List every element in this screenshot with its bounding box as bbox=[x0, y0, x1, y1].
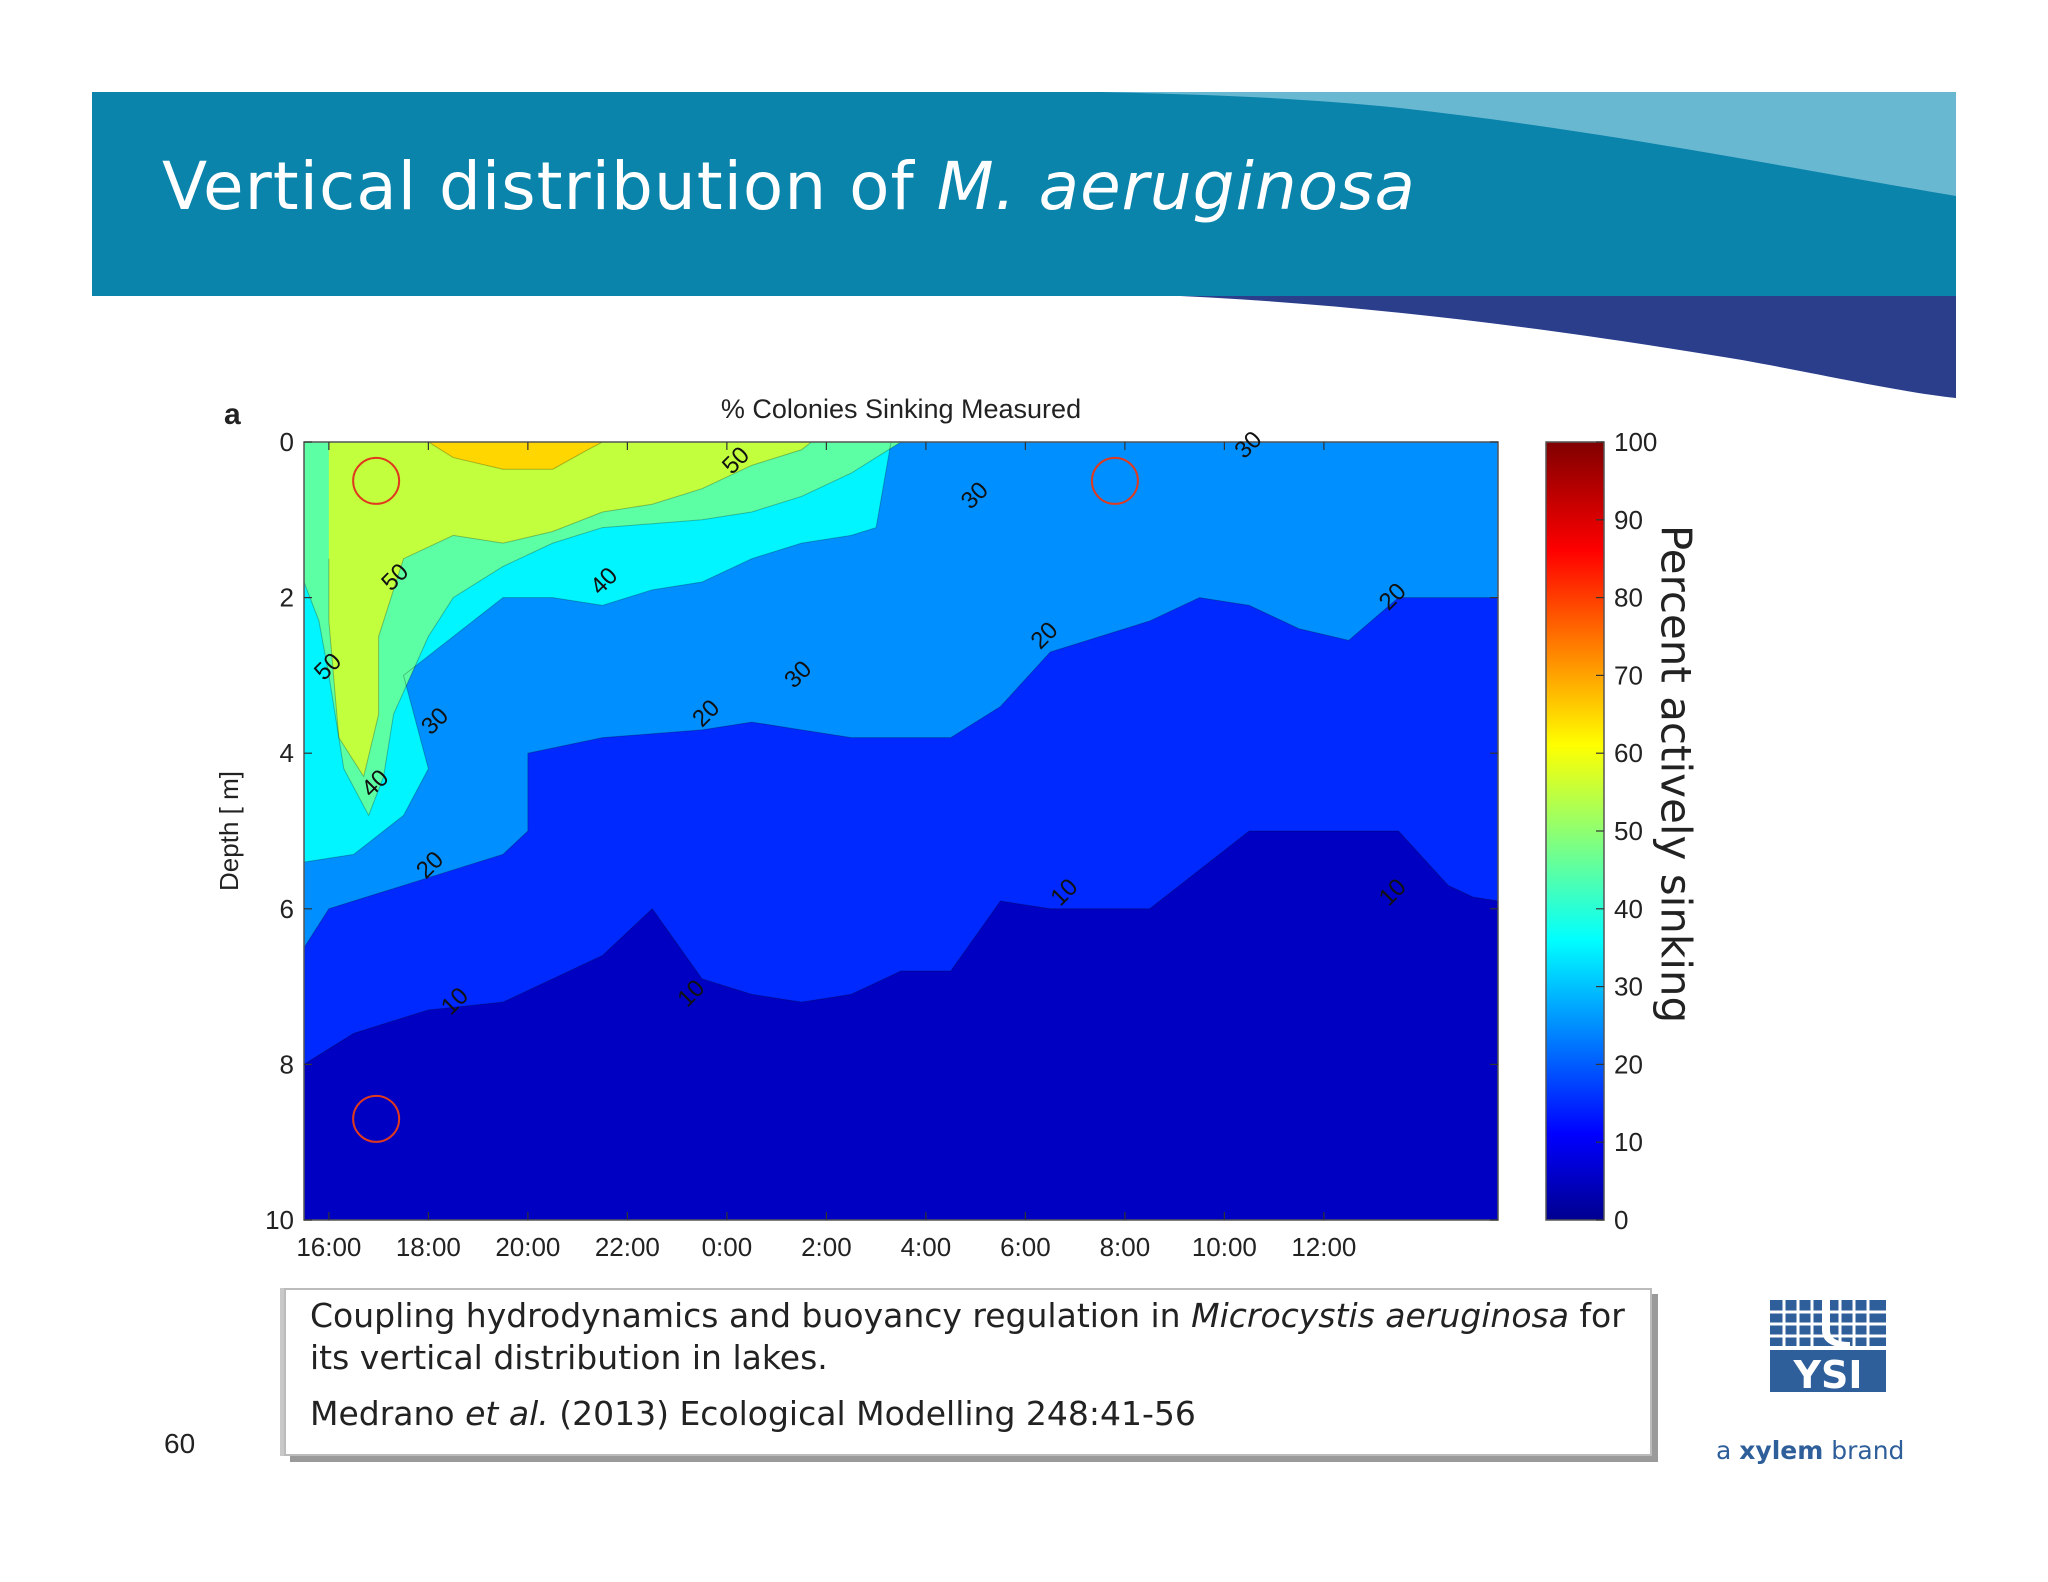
x-tick-label: 10:00 bbox=[1192, 1232, 1257, 1262]
header-navy-wave bbox=[880, 292, 1956, 398]
contour-line-20 bbox=[304, 597, 1498, 948]
colorbar-tick-label: 80 bbox=[1614, 583, 1643, 613]
citation-reference: Medrano et al. (2013) Ecological Modelli… bbox=[310, 1394, 1196, 1433]
contour-fills bbox=[304, 442, 1498, 1220]
x-tick-label: 16:00 bbox=[296, 1232, 361, 1262]
colorbar-tick-label: 50 bbox=[1614, 816, 1643, 846]
band-30 bbox=[304, 442, 1498, 863]
band-50 bbox=[328, 442, 812, 777]
contour-chart: 16:00 18:00 20:00 22:00 0:00 2:00 4:00 6:00 8:00… bbox=[214, 394, 1657, 1262]
contour-line-60 bbox=[428, 442, 603, 470]
panel-label: a bbox=[224, 398, 241, 431]
colorbar-tick-label: 100 bbox=[1614, 427, 1657, 457]
x-tick-label: 22:00 bbox=[595, 1232, 660, 1262]
highlight-circle bbox=[1090, 456, 1139, 505]
colorbar-label: Percent actively sinking bbox=[1651, 524, 1701, 1024]
y-tick-label: 8 bbox=[280, 1049, 294, 1079]
header-light-wave bbox=[1100, 92, 1956, 196]
contour-line-30 bbox=[304, 442, 1498, 863]
contour-line-10 bbox=[304, 830, 1498, 1065]
x-tick-label: 12:00 bbox=[1291, 1232, 1356, 1262]
colorbar-ticks: 0 10 20 30 40 50 60 70 80 90 100 bbox=[1596, 427, 1657, 1235]
header-teal-band bbox=[92, 92, 1956, 296]
colorbar bbox=[1545, 441, 1605, 1221]
brand-tagline: a xylem brand bbox=[1716, 1436, 1905, 1465]
highlight-circle bbox=[352, 1094, 401, 1143]
logo-brand-text: YSI bbox=[1792, 1353, 1862, 1397]
slide-title-text: Vertical distribution of bbox=[162, 148, 937, 225]
citation-box: Coupling hydrodynamics and buoyancy regu… bbox=[284, 1288, 1652, 1456]
band-40 bbox=[304, 442, 1299, 816]
band-60 bbox=[428, 442, 603, 470]
contour-line-40 bbox=[304, 442, 1299, 817]
colorbar-tick-label: 20 bbox=[1614, 1049, 1643, 1079]
y-tick-label: 6 bbox=[280, 894, 294, 924]
chart-title: % Colonies Sinking Measured bbox=[721, 394, 1081, 424]
x-tick-label: 0:00 bbox=[702, 1232, 753, 1262]
colorbar-tick-label: 40 bbox=[1614, 894, 1643, 924]
colorbar-tick-label: 60 bbox=[1614, 738, 1643, 768]
axis-ticks: 16:00 18:00 20:00 22:00 0:00 2:00 4:00 6:00 8:00… bbox=[265, 427, 1498, 1262]
citation-title-line1: Coupling hydrodynamics and buoyancy regu… bbox=[310, 1296, 1625, 1335]
y-tick-label: 10 bbox=[265, 1205, 294, 1235]
y-axis-label: Depth [ m] bbox=[214, 771, 244, 891]
colorbar-tick-label: 0 bbox=[1614, 1205, 1628, 1235]
x-tick-label: 2:00 bbox=[801, 1232, 852, 1262]
citation-title-line2: its vertical distribution in lakes. bbox=[310, 1338, 828, 1377]
slide-title: Vertical distribution of M. aeruginosa bbox=[162, 148, 1416, 225]
colorbar-tick-label: 30 bbox=[1614, 972, 1643, 1002]
page-number: 60 bbox=[164, 1428, 196, 1459]
highlight-circle bbox=[352, 456, 401, 505]
colorbar-tick-label: 90 bbox=[1614, 505, 1643, 535]
plot-frame bbox=[303, 441, 1499, 1221]
x-tick-label: 4:00 bbox=[901, 1232, 952, 1262]
x-tick-label: 8:00 bbox=[1100, 1232, 1151, 1262]
y-tick-label: 2 bbox=[280, 583, 294, 613]
x-tick-label: 18:00 bbox=[396, 1232, 461, 1262]
slide-header-banner bbox=[92, 92, 1956, 398]
highlight-markers bbox=[352, 456, 1139, 1143]
colorbar-tick-label: 10 bbox=[1614, 1127, 1643, 1157]
colorbar-tick-label: 70 bbox=[1614, 660, 1643, 690]
y-tick-label: 4 bbox=[280, 738, 294, 768]
contour-line-50 bbox=[328, 442, 812, 778]
y-tick-label: 0 bbox=[280, 427, 294, 457]
x-tick-label: 20:00 bbox=[495, 1232, 560, 1262]
slide-title-species: M. aeruginosa bbox=[936, 148, 1416, 225]
citation-species: Microcystis aeruginosa bbox=[1191, 1296, 1569, 1335]
ysi-logo: YSI bbox=[1770, 1300, 1886, 1397]
x-tick-label: 6:00 bbox=[1000, 1232, 1051, 1262]
